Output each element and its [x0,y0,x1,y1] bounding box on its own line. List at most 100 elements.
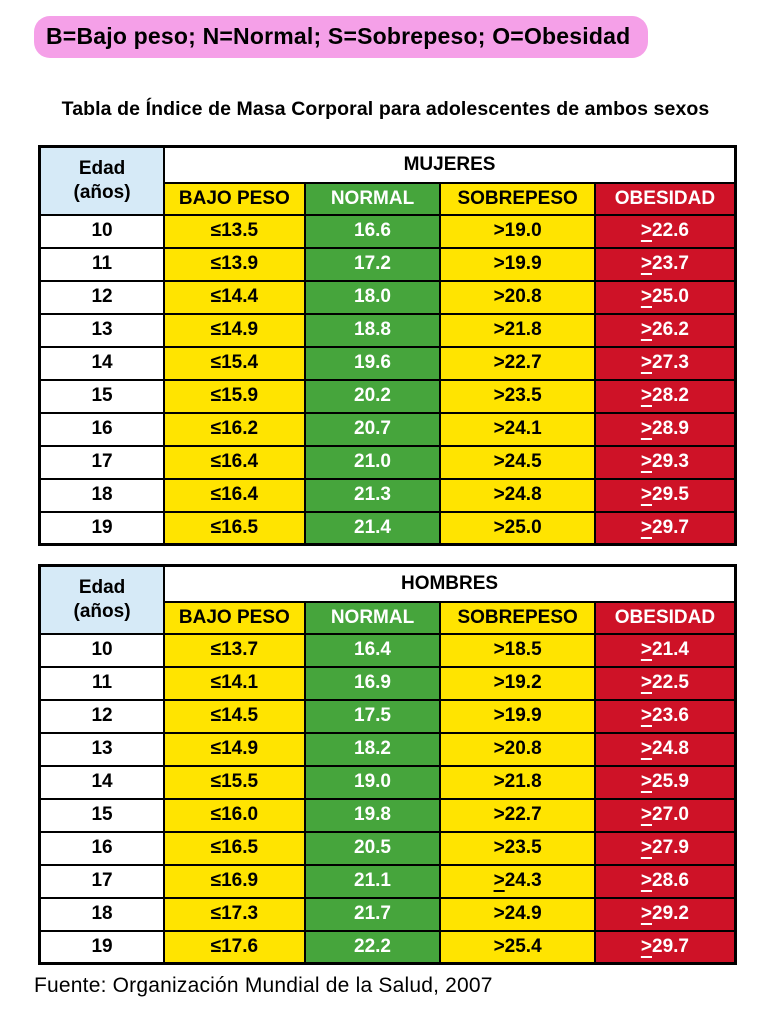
age-cell: 12 [38,698,166,734]
bmi-value-cell: >29.2 [593,896,737,932]
table-row: 13 ≤14.9 18.8 >21.8 >26.2 [38,312,737,348]
bmi-value-cell: ≤13.7 [163,632,306,668]
bmi-value-cell: ≤16.4 [163,444,306,480]
bmi-value-cell: ≤14.9 [163,731,306,767]
table-row: 19 ≤16.5 21.4 >25.0 >29.7 [38,510,737,546]
bmi-value-cell: >29.7 [593,510,737,546]
table-row: 15 ≤16.0 19.8 >22.7 >27.0 [38,797,737,833]
table-row: 16 ≤16.2 20.7 >24.1 >28.9 [38,411,737,447]
legend-text: B=Bajo peso; N=Normal; S=Sobrepeso; O=Ob… [46,23,631,49]
bmi-value-cell: >23.5 [439,830,596,866]
age-cell: 18 [38,896,166,932]
bmi-value-cell: >24.5 [439,444,596,480]
bmi-value-cell: >27.0 [593,797,737,833]
bmi-table-mujeres: Edad (años) MUJERES BAJO PESO NORMAL SOB… [38,145,737,546]
bmi-value-cell: >19.2 [439,665,596,701]
hombres-table-body: 10 ≤13.7 16.4 >18.5 >21.4 11 ≤14.1 16.9 >19.2 >22… [38,632,737,965]
bmi-value-cell: >21.4 [593,632,737,668]
bmi-value-cell: 18.8 [303,312,442,348]
table-row: 17 ≤16.4 21.0 >24.5 >29.3 [38,444,737,480]
bmi-value-cell: >28.2 [593,378,737,414]
bmi-value-cell: >19.9 [439,698,596,734]
bmi-value-cell: 17.2 [303,246,442,282]
geq-symbol: > [640,672,652,693]
table-row: 11 ≤14.1 16.9 >19.2 >22.5 [38,665,737,701]
age-cell: 11 [38,665,166,701]
bmi-value-cell: ≤14.4 [163,279,306,315]
bmi-value-cell: ≤15.5 [163,764,306,800]
bmi-value-cell: 16.6 [303,213,442,249]
bmi-value-cell: 22.2 [303,929,442,965]
geq-symbol: > [640,418,652,439]
age-cell: 15 [38,797,166,833]
table-row: 12 ≤14.5 17.5 >19.9 >23.6 [38,698,737,734]
bmi-value-cell: 18.2 [303,731,442,767]
bmi-table-hombres: Edad (años) HOMBRES BAJO PESO NORMAL SOB… [38,564,737,965]
bmi-value-cell: >19.0 [439,213,596,249]
age-cell: 11 [38,246,166,282]
column-header-sobrepeso: SOBREPESO [439,181,596,216]
bmi-value-cell: >24.9 [439,896,596,932]
geq-symbol: > [640,903,652,924]
group-header-hombres: HOMBRES [163,564,737,603]
age-cell: 12 [38,279,166,315]
bmi-value-cell: >24.3 [439,863,596,899]
bmi-value-cell: >25.0 [593,279,737,315]
bmi-value-cell: >23.6 [593,698,737,734]
bmi-value-cell: >28.9 [593,411,737,447]
bmi-value-cell: ≤16.2 [163,411,306,447]
bmi-value-cell: >29.7 [593,929,737,965]
geq-symbol: > [640,484,652,505]
bmi-value-cell: 21.0 [303,444,442,480]
mujeres-table-body: 10 ≤13.5 16.6 >19.0 >22.6 11 ≤13.9 17.2 >19.9 >23… [38,213,737,546]
bmi-value-cell: ≤17.6 [163,929,306,965]
bmi-value-cell: >24.8 [593,731,737,767]
bmi-value-cell: >23.7 [593,246,737,282]
bmi-value-cell: ≤14.1 [163,665,306,701]
age-cell: 13 [38,312,166,348]
table-row: 10 ≤13.5 16.6 >19.0 >22.6 [38,213,737,249]
table-row: 16 ≤16.5 20.5 >23.5 >27.9 [38,830,737,866]
bmi-value-cell: 21.3 [303,477,442,513]
age-header-line1: Edad [78,577,126,598]
bmi-value-cell: >27.3 [593,345,737,381]
bmi-value-cell: >22.6 [593,213,737,249]
age-cell: 16 [38,830,166,866]
column-header-sobrepeso: SOBREPESO [439,600,596,635]
bmi-value-cell: >22.7 [439,345,596,381]
geq-symbol: > [640,935,652,957]
geq-symbol: > [640,804,652,825]
table-row: 19 ≤17.6 22.2 >25.4 >29.7 [38,929,737,965]
bmi-value-cell: >19.9 [439,246,596,282]
source-text: Fuente: Organización Mundial de la Salud… [34,974,493,997]
geq-symbol: > [640,516,652,538]
column-header-bajo-peso: BAJO PESO [163,181,306,216]
bmi-value-cell: 21.1 [303,863,442,899]
bmi-value-cell: ≤17.3 [163,896,306,932]
bmi-value-cell: ≤14.5 [163,698,306,734]
bmi-value-cell: >27.9 [593,830,737,866]
table-row: 18 ≤17.3 21.7 >24.9 >29.2 [38,896,737,932]
column-header-obesidad: OBESIDAD [593,600,737,635]
table-row: 11 ≤13.9 17.2 >19.9 >23.7 [38,246,737,282]
geq-symbol: > [640,286,652,307]
geq-symbol: > [640,385,652,406]
geq-symbol: > [493,870,505,891]
bmi-value-cell: 19.0 [303,764,442,800]
geq-symbol: > [640,738,652,759]
bmi-value-cell: ≤16.9 [163,863,306,899]
table-row: 13 ≤14.9 18.2 >20.8 >24.8 [38,731,737,767]
age-header-line1: Edad [78,158,126,179]
age-cell: 10 [38,632,166,668]
bmi-value-cell: ≤16.0 [163,797,306,833]
bmi-value-cell: >20.8 [439,731,596,767]
bmi-value-cell: >25.0 [439,510,596,546]
bmi-value-cell: 16.9 [303,665,442,701]
column-header-bajo-peso: BAJO PESO [163,600,306,635]
geq-symbol: > [640,319,652,340]
table-row: 10 ≤13.7 16.4 >18.5 >21.4 [38,632,737,668]
age-cell: 15 [38,378,166,414]
bmi-value-cell: 19.8 [303,797,442,833]
bmi-value-cell: 21.4 [303,510,442,546]
